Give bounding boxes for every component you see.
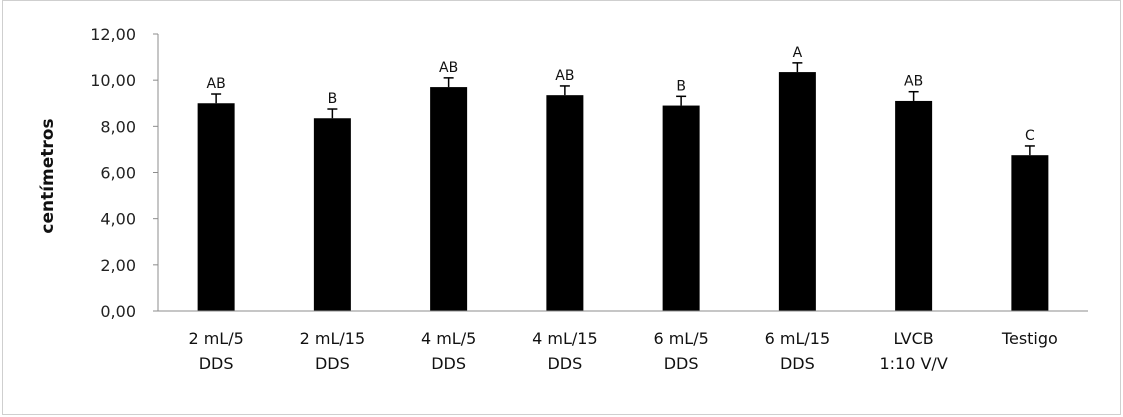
significance-label: AB (439, 60, 458, 76)
significance-label: B (328, 91, 338, 107)
error-bar (559, 85, 570, 96)
category-label: LVCB 1:10 V/V (879, 329, 947, 373)
error-bar (211, 93, 222, 104)
y-tick-label: 0,00 (100, 302, 136, 321)
significance-labels: AB B AB AB B A AB C (207, 45, 1035, 144)
error-bar (792, 62, 803, 73)
y-axis-ticks: 0,00 2,00 4,00 6,00 8,00 10,00 12,00 (90, 25, 158, 321)
significance-label: C (1025, 128, 1035, 144)
bar (430, 87, 468, 311)
significance-label: B (676, 78, 686, 94)
bar-chart: centímetros 0,00 2,00 4,00 6,00 8,00 10,00 12,… (38, 25, 1088, 373)
y-tick-label: 4,00 (100, 210, 136, 229)
error-bar (1024, 145, 1035, 156)
significance-label: AB (904, 74, 923, 90)
error-bar (908, 90, 919, 101)
significance-label: AB (555, 68, 574, 84)
bar (313, 118, 351, 311)
category-label: 2 mL/15 DDS (300, 329, 366, 373)
category-label: 4 mL/15 DDS (532, 329, 598, 373)
y-tick-label: 6,00 (100, 164, 136, 183)
bar (662, 105, 700, 311)
category-label: 6 mL/15 DDS (765, 329, 831, 373)
y-tick-label: 2,00 (100, 256, 136, 275)
bars (197, 72, 1049, 312)
y-axis-title: centímetros (38, 118, 58, 233)
category-labels: 2 mL/5 DDS 2 mL/15 DDS 4 mL/5 DDS 4 mL/15 DDS 6 … (188, 329, 1057, 373)
bar (895, 100, 933, 311)
category-label: 2 mL/5 DDS (188, 329, 243, 373)
category-label: Testigo (1001, 329, 1058, 348)
y-tick-label: 8,00 (100, 117, 136, 136)
y-tick-label: 12,00 (90, 25, 136, 44)
significance-label: AB (207, 76, 226, 92)
bar (197, 103, 235, 311)
category-label: 4 mL/5 DDS (421, 329, 476, 373)
category-label: 6 mL/5 DDS (653, 329, 708, 373)
y-tick-label: 10,00 (90, 71, 136, 90)
bar (546, 95, 584, 311)
bar (778, 72, 816, 312)
error-bars (211, 62, 1035, 156)
bar (1011, 155, 1049, 311)
significance-label: A (793, 45, 803, 61)
error-bar (443, 77, 454, 88)
error-bar (676, 95, 687, 106)
error-bar (327, 108, 338, 119)
